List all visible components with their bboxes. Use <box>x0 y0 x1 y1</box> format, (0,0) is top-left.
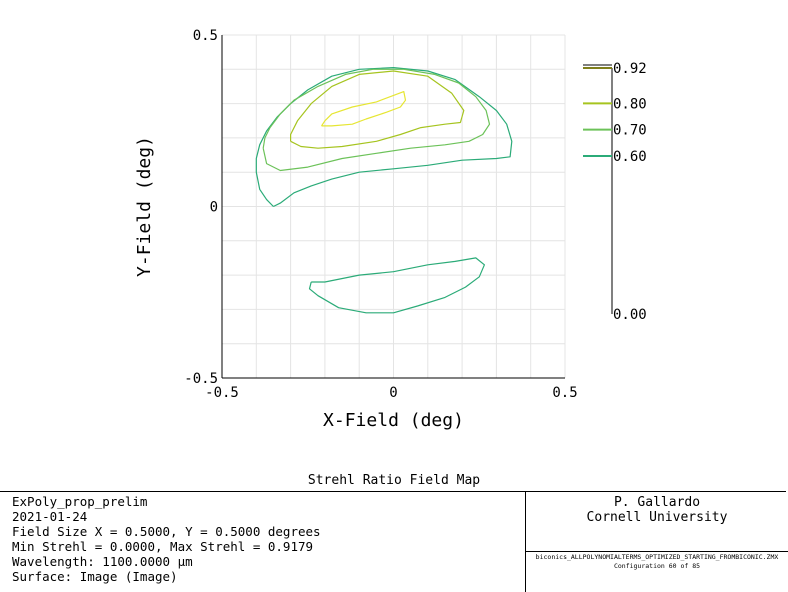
contour-line-0.60 <box>308 257 485 314</box>
institution-name: Cornell University <box>586 510 728 525</box>
x-tick-label: -0.5 <box>205 385 239 401</box>
author-name: P. Gallardo <box>613 495 701 510</box>
info-line-name: ExPoly_prop_prelim <box>12 494 148 509</box>
legend-label-0.80: 0.80 <box>613 96 647 112</box>
info-line-date: 2021-01-24 <box>12 509 88 524</box>
x-tick-label: 0.5 <box>552 385 577 401</box>
y-axis-label: Y-Field (deg) <box>134 136 155 277</box>
configuration-text: Configuration 60 of 85 <box>613 562 701 570</box>
chart-title: Strehl Ratio Field Map <box>307 473 481 488</box>
file-info: biconics_ALLPOLYNOMIALTERMS_OPTIMIZED_ST… <box>526 551 788 571</box>
contour-line-0.92 <box>321 90 407 127</box>
tick-labels: -0.5 0 0.5 0.5 0 -0.5 <box>184 28 577 401</box>
legend-label-0.92: 0.92 <box>613 61 647 77</box>
legend: 0.92 0.80 0.70 0.60 0.00 <box>583 61 647 323</box>
author-block: P. Gallardo Cornell University <box>526 495 788 525</box>
legend-label-0.00: 0.00 <box>613 307 647 323</box>
info-line-wavelength: Wavelength: 1100.0000 µm <box>12 554 193 569</box>
strehl-ratio-field-map-chart: -0.5 0 0.5 0.5 0 -0.5 X-Field (deg) Y-Field (… <box>134 28 647 431</box>
x-axis-label: X-Field (deg) <box>323 410 464 431</box>
info-divider <box>525 492 526 592</box>
axes <box>221 35 565 379</box>
legend-label-0.70: 0.70 <box>613 123 647 139</box>
y-tick-label: 0 <box>210 200 218 216</box>
contour-line-0.80 <box>290 70 465 149</box>
info-text: ExPoly_prop_prelim 2021-01-24 Field Size… <box>12 494 321 584</box>
contour-line-0.60 <box>255 66 513 208</box>
y-tick-label: 0.5 <box>193 28 218 44</box>
contour-line-0.70 <box>262 68 491 172</box>
info-line-strehl-range: Min Strehl = 0.0000, Max Strehl = 0.9179 <box>12 539 314 554</box>
y-tick-label: -0.5 <box>184 371 218 387</box>
info-line-surface: Surface: Image (Image) <box>12 569 178 584</box>
x-tick-label: 0 <box>389 385 397 401</box>
info-line-field-size: Field Size X = 0.5000, Y = 0.5000 degree… <box>12 524 321 539</box>
file-name: biconics_ALLPOLYNOMIALTERMS_OPTIMIZED_ST… <box>535 553 779 561</box>
legend-label-0.60: 0.60 <box>613 149 647 165</box>
contour-lines <box>255 66 513 314</box>
info-panel: ExPoly_prop_prelim 2021-01-24 Field Size… <box>0 491 788 592</box>
